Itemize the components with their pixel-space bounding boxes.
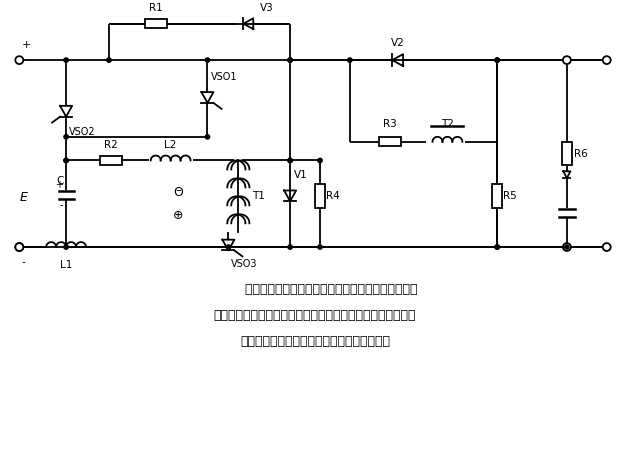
Bar: [315, 184, 325, 207]
Circle shape: [107, 58, 111, 62]
Circle shape: [288, 158, 292, 163]
Text: 冲，这样电路简单，缺点是脉冲调节范围小。: 冲，这样电路简单，缺点是脉冲调节范围小。: [240, 335, 390, 348]
Bar: [562, 142, 572, 165]
Circle shape: [15, 243, 23, 251]
Text: +: +: [21, 40, 31, 50]
Text: L2: L2: [164, 140, 177, 149]
Text: -: -: [60, 200, 63, 210]
Circle shape: [318, 245, 322, 249]
Text: E: E: [19, 191, 27, 204]
Circle shape: [205, 58, 209, 62]
Text: R3: R3: [383, 119, 396, 129]
Text: R5: R5: [503, 191, 517, 201]
Text: R1: R1: [149, 3, 162, 13]
Circle shape: [64, 135, 69, 139]
Bar: [493, 184, 502, 207]
Text: T2: T2: [441, 119, 454, 129]
Circle shape: [495, 245, 499, 249]
Circle shape: [495, 245, 499, 249]
Text: R6: R6: [574, 149, 587, 159]
Circle shape: [495, 58, 499, 62]
Circle shape: [348, 58, 352, 62]
Text: V1: V1: [294, 170, 308, 180]
Circle shape: [603, 243, 611, 251]
Text: T1: T1: [252, 191, 265, 202]
Circle shape: [563, 243, 571, 251]
Bar: [379, 138, 401, 146]
Text: R4: R4: [326, 191, 340, 201]
Circle shape: [288, 158, 292, 163]
Circle shape: [563, 56, 571, 64]
Circle shape: [288, 58, 292, 62]
Text: VSO3: VSO3: [231, 259, 258, 269]
Circle shape: [226, 245, 231, 249]
Text: 低压回路共用一组直流电源，利用变压器耦合升压得到高压脉: 低压回路共用一组直流电源，利用变压器耦合升压得到高压脉: [214, 309, 416, 322]
Text: VSO2: VSO2: [69, 127, 96, 137]
Circle shape: [64, 158, 69, 163]
Circle shape: [64, 158, 69, 163]
Text: Θ: Θ: [174, 186, 184, 199]
Text: 所示为变压器复合式晶闸管脉冲电源的主电路。其高: 所示为变压器复合式晶闸管脉冲电源的主电路。其高: [213, 283, 417, 297]
Text: V2: V2: [391, 38, 404, 48]
Text: -: -: [21, 257, 25, 267]
Text: L1: L1: [60, 260, 72, 270]
Circle shape: [64, 245, 69, 249]
Text: +: +: [55, 180, 63, 190]
Circle shape: [205, 135, 209, 139]
Text: R2: R2: [104, 140, 118, 149]
Circle shape: [288, 58, 292, 62]
Text: VSO1: VSO1: [211, 72, 237, 82]
Text: V3: V3: [260, 3, 274, 13]
Text: ⊕: ⊕: [174, 209, 184, 222]
Circle shape: [318, 158, 322, 163]
Circle shape: [15, 243, 23, 251]
Circle shape: [603, 56, 611, 64]
Bar: [100, 156, 122, 165]
Circle shape: [64, 58, 69, 62]
Circle shape: [565, 245, 569, 249]
Circle shape: [288, 245, 292, 249]
Text: C: C: [57, 176, 64, 186]
Circle shape: [495, 58, 499, 62]
Bar: [145, 19, 167, 28]
Circle shape: [17, 245, 21, 249]
Circle shape: [15, 56, 23, 64]
